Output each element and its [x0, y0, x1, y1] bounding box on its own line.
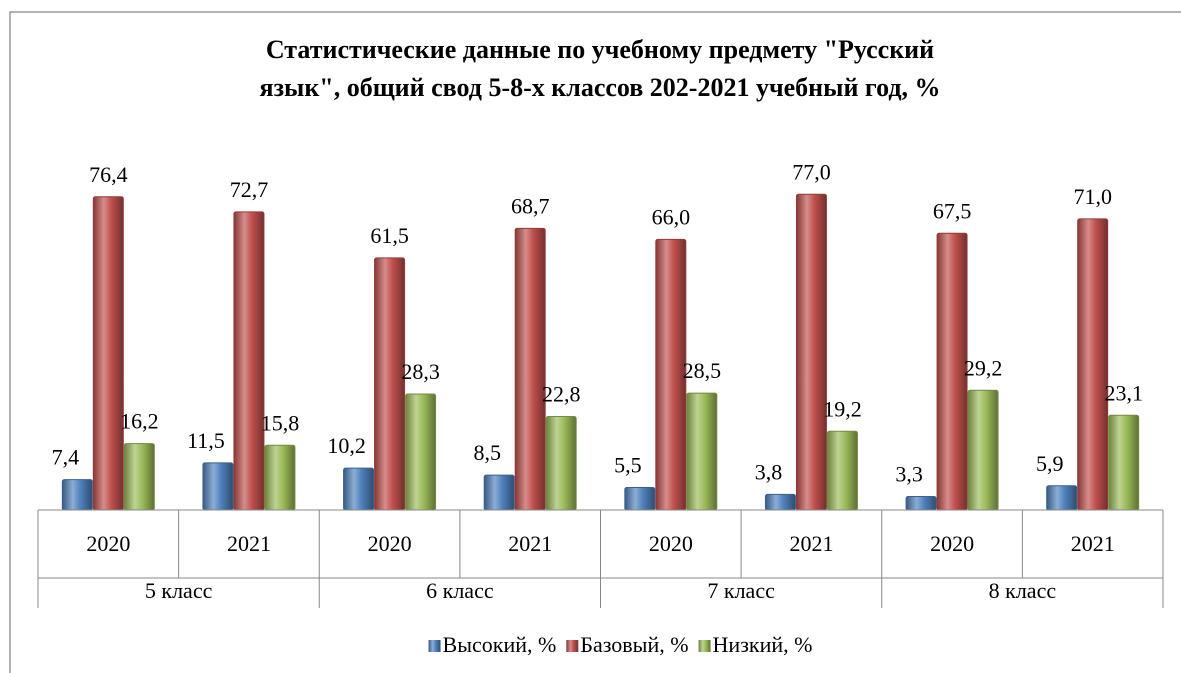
- data-label: 66,0: [652, 204, 691, 229]
- bar: [905, 495, 937, 511]
- bar: [374, 257, 406, 511]
- bar: [1108, 414, 1140, 511]
- data-label: 68,7: [511, 193, 550, 218]
- bar: [826, 430, 858, 511]
- bar: [92, 196, 124, 511]
- chart-title: язык", общий свод 5-8-х классов 202-2021…: [260, 73, 941, 102]
- x-tick-label: 2021: [227, 531, 271, 556]
- x-tick-label: 2021: [1071, 531, 1115, 556]
- bar: [655, 238, 687, 511]
- x-group-label: 5 класс: [145, 578, 213, 603]
- bar: [967, 389, 999, 511]
- legend-swatch: [698, 640, 711, 652]
- legend-swatch: [566, 640, 579, 652]
- data-label: 8,5: [473, 440, 501, 465]
- x-tick-label: 2021: [508, 531, 552, 556]
- data-label: 29,2: [964, 355, 1003, 380]
- data-label: 5,5: [614, 452, 642, 477]
- bar: [405, 393, 437, 511]
- bar: [514, 227, 546, 511]
- legend-label: Низкий, %: [713, 632, 813, 657]
- legend-swatch: [428, 640, 441, 652]
- data-label: 11,5: [187, 428, 225, 453]
- data-label: 28,5: [683, 358, 722, 383]
- legend-label: Базовый, %: [580, 632, 688, 657]
- data-label: 72,7: [230, 177, 269, 202]
- bar: [61, 479, 93, 511]
- bar: [1046, 485, 1078, 511]
- data-label: 71,0: [1073, 184, 1112, 209]
- x-tick-label: 2021: [789, 531, 833, 556]
- data-label: 76,4: [89, 162, 128, 187]
- legend-label: Высокий, %: [443, 632, 557, 657]
- x-tick-label: 2020: [930, 531, 974, 556]
- data-label: 15,8: [261, 410, 300, 435]
- data-label: 67,5: [933, 198, 972, 223]
- data-label: 16,2: [120, 409, 159, 434]
- data-label: 28,3: [401, 359, 440, 384]
- bar: [483, 474, 515, 511]
- bar: [764, 493, 796, 511]
- bar: [545, 416, 577, 511]
- bar: [624, 486, 656, 511]
- data-label: 23,1: [1104, 380, 1143, 405]
- x-tick-label: 2020: [86, 531, 130, 556]
- bar: [233, 211, 265, 511]
- chart-frame: [9, 11, 1181, 673]
- bar: [264, 444, 296, 511]
- x-group-label: 7 класс: [707, 578, 775, 603]
- bar: [795, 193, 827, 511]
- x-group-label: 8 класс: [989, 578, 1057, 603]
- data-label: 61,5: [370, 223, 409, 248]
- data-label: 77,0: [792, 159, 831, 184]
- chart-title: Статистические данные по учебному предме…: [266, 35, 934, 64]
- data-label: 3,8: [755, 459, 783, 484]
- data-label: 19,2: [823, 396, 862, 421]
- bar: [202, 462, 234, 511]
- bar: [1077, 218, 1109, 511]
- data-label: 5,9: [1036, 451, 1064, 476]
- bar: [343, 467, 375, 511]
- bar: [936, 232, 968, 511]
- x-tick-label: 2020: [649, 531, 693, 556]
- data-label: 22,8: [542, 382, 581, 407]
- data-label: 10,2: [327, 433, 366, 458]
- data-label: 3,3: [895, 462, 923, 487]
- bar: [123, 443, 155, 511]
- data-label: 7,4: [52, 445, 80, 470]
- bar: [686, 392, 718, 511]
- x-tick-label: 2020: [368, 531, 412, 556]
- x-group-label: 6 класс: [426, 578, 494, 603]
